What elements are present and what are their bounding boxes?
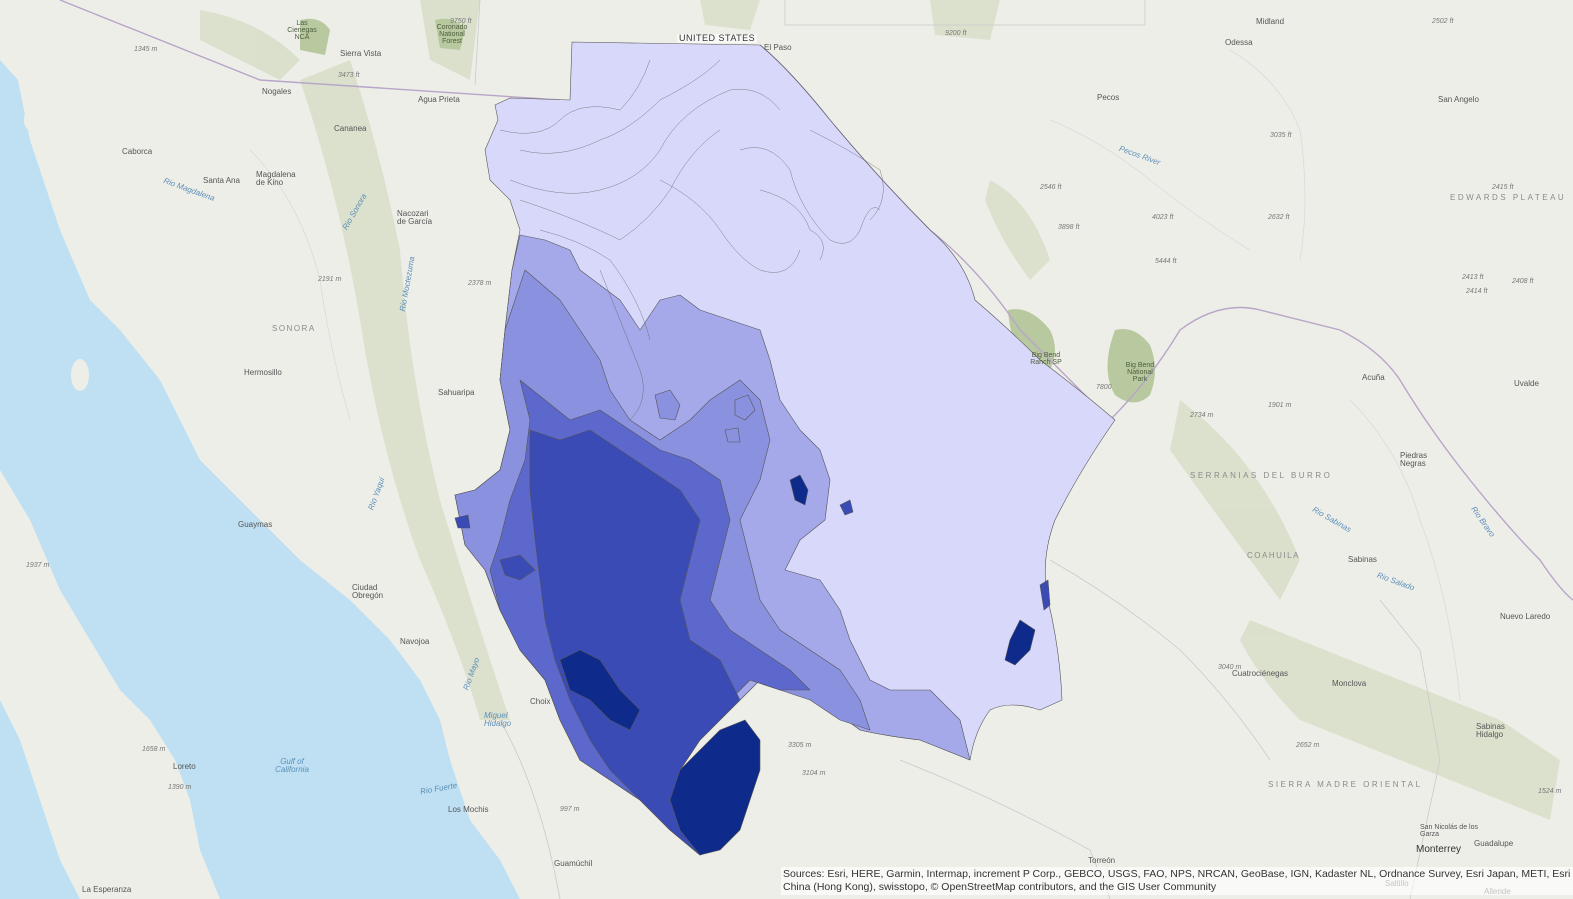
- island: [71, 359, 89, 391]
- elevation-label: 2191 m: [318, 276, 342, 283]
- city-label: Magdalena de Kino: [256, 170, 296, 187]
- city-label: Nogales: [262, 87, 292, 96]
- label-gulf-of-california: Gulf of California: [275, 757, 309, 774]
- city-label: Santa Ana: [203, 176, 240, 185]
- city-label: Navojoa: [400, 637, 430, 646]
- map-attribution: Sources: Esri, HERE, Garmin, Intermap, i…: [781, 867, 1573, 895]
- city-label: Pecos: [1097, 93, 1120, 102]
- elevation-label: 2378 m: [468, 280, 492, 287]
- class-6-polygon[interactable]: [1004, 619, 1036, 666]
- label-coronado: Coronado National Forest: [436, 24, 468, 45]
- elevation-label: 3035 ft: [1270, 132, 1292, 139]
- city-label: Cuatrociénegas: [1232, 669, 1289, 678]
- label-sierra-madre-oriental: SIERRA MADRE ORIENTAL: [1268, 780, 1423, 789]
- label-sonora: SONORA: [272, 324, 316, 333]
- label-las-cienegas: Las Cienegas NCA: [287, 20, 317, 41]
- class-5-polygon[interactable]: [499, 554, 536, 581]
- elevation-label: 2652 m: [1296, 742, 1320, 749]
- city-label: Guaymas: [238, 520, 273, 529]
- city-label: Midland: [1256, 17, 1285, 26]
- city-label: Los Mochis: [448, 805, 489, 814]
- elevation-label: 2502 ft: [1432, 18, 1454, 25]
- roads: [249, 49, 1461, 701]
- city-label: Sabinas: [1348, 555, 1377, 564]
- city-label: Choix: [530, 697, 551, 706]
- elevation-label: 2414 ft: [1466, 288, 1488, 295]
- city-label: Sierra Vista: [340, 49, 382, 58]
- elevation-label: 2408 ft: [1512, 278, 1534, 285]
- elevation-label: 1390 m: [168, 784, 192, 791]
- city-label: Hermosillo: [244, 368, 282, 377]
- city-label: Caborca: [122, 147, 153, 156]
- state-borders: [474, 0, 1441, 899]
- city-label: Guamúchil: [554, 859, 593, 868]
- elevation-label: 1345 m: [134, 46, 158, 53]
- class-6-polygon[interactable]: [789, 474, 809, 506]
- city-label: Nacozari de García: [397, 209, 433, 226]
- elevation-label: 1901 m: [1268, 402, 1292, 409]
- class-6-polygon[interactable]: [559, 649, 641, 731]
- city-label: Loreto: [173, 762, 196, 771]
- elevation-label: 997 m: [560, 806, 580, 813]
- class-3-polygon[interactable]: [734, 394, 756, 421]
- park-areas: [300, 18, 1155, 403]
- elevation-label: 3473 ft: [338, 72, 360, 79]
- class-5-polygon[interactable]: [1039, 579, 1051, 611]
- city-label: Uvalde: [1514, 379, 1539, 388]
- label-serranias-del-burro: SERRANIAS DEL BURRO: [1190, 471, 1333, 480]
- elevation-label: 3104 m: [802, 770, 826, 777]
- elevation-label: 2415 ft: [1492, 184, 1514, 191]
- elevation-label: 3305 m: [788, 742, 812, 749]
- elevation-label: 1524 m: [1538, 788, 1562, 795]
- city-label: San Nicolás de los Garza: [1420, 824, 1478, 838]
- city-label: Nuevo Laredo: [1500, 612, 1551, 621]
- city-label: Sabinas Hidalgo: [1476, 722, 1505, 739]
- city-label: Piedras Negras: [1400, 451, 1428, 468]
- island: [24, 110, 36, 130]
- elevation-label: 1937 m: [26, 562, 50, 569]
- elevation-label: 4023 ft: [1152, 214, 1174, 221]
- elevation-label: 3898 ft: [1058, 224, 1080, 231]
- city-label: San Angelo: [1438, 95, 1479, 104]
- class-5-polygon[interactable]: [839, 499, 854, 516]
- chihuahua-region[interactable]: [454, 41, 1116, 856]
- baja-peninsula: [0, 470, 220, 899]
- city-label: Monterrey: [1416, 844, 1462, 855]
- elevation-label: 2413 ft: [1462, 274, 1484, 281]
- city-label: Guadalupe: [1474, 839, 1514, 848]
- city-label: La Esperanza: [82, 885, 132, 894]
- contour-lines: [499, 59, 884, 421]
- terrain-shading: [200, 0, 1560, 820]
- city-label: Torreón: [1088, 856, 1116, 865]
- reservoir-label: Miguel Hidalgo: [484, 711, 512, 728]
- city-label: Odessa: [1225, 38, 1253, 47]
- city-label: El Paso: [764, 43, 792, 52]
- city-label: Monclova: [1332, 679, 1367, 688]
- label-united-states: UNITED STATES: [677, 33, 758, 43]
- class-3-polygon[interactable]: [724, 427, 741, 443]
- elevation-label: 2632 ft: [1268, 214, 1290, 221]
- label-coahuila: COAHUILA: [1247, 551, 1300, 560]
- class-5-polygon[interactable]: [454, 514, 471, 529]
- label-edwards-plateau: EDWARDS PLATEAU: [1450, 193, 1567, 202]
- label-big-bend-ranch: Big Bend Ranch SP: [1030, 352, 1062, 366]
- elevation-label: 7800: [1096, 384, 1112, 391]
- city-label: Cananea: [334, 124, 367, 133]
- elevation-label: 9750 ft: [450, 18, 472, 25]
- elevation-label: 2546 ft: [1040, 184, 1062, 191]
- ocean-pacific: [0, 60, 520, 899]
- elevation-label: 2734 m: [1190, 412, 1214, 419]
- city-label: Ciudad Obregón: [352, 583, 384, 600]
- elevation-label: 3040 m: [1218, 664, 1242, 671]
- city-label: Acuña: [1362, 373, 1385, 382]
- city-label: Agua Prieta: [418, 95, 460, 104]
- class-3-polygon[interactable]: [654, 389, 681, 421]
- elevation-label: 9200 ft: [945, 30, 967, 37]
- elevation-label: 1658 m: [142, 746, 166, 753]
- class-6-polygon[interactable]: [669, 719, 761, 856]
- elevation-label: 5444 ft: [1155, 258, 1177, 265]
- label-big-bend-np: Big Bend National Park: [1125, 362, 1155, 383]
- city-label: Sahuaripa: [438, 388, 475, 397]
